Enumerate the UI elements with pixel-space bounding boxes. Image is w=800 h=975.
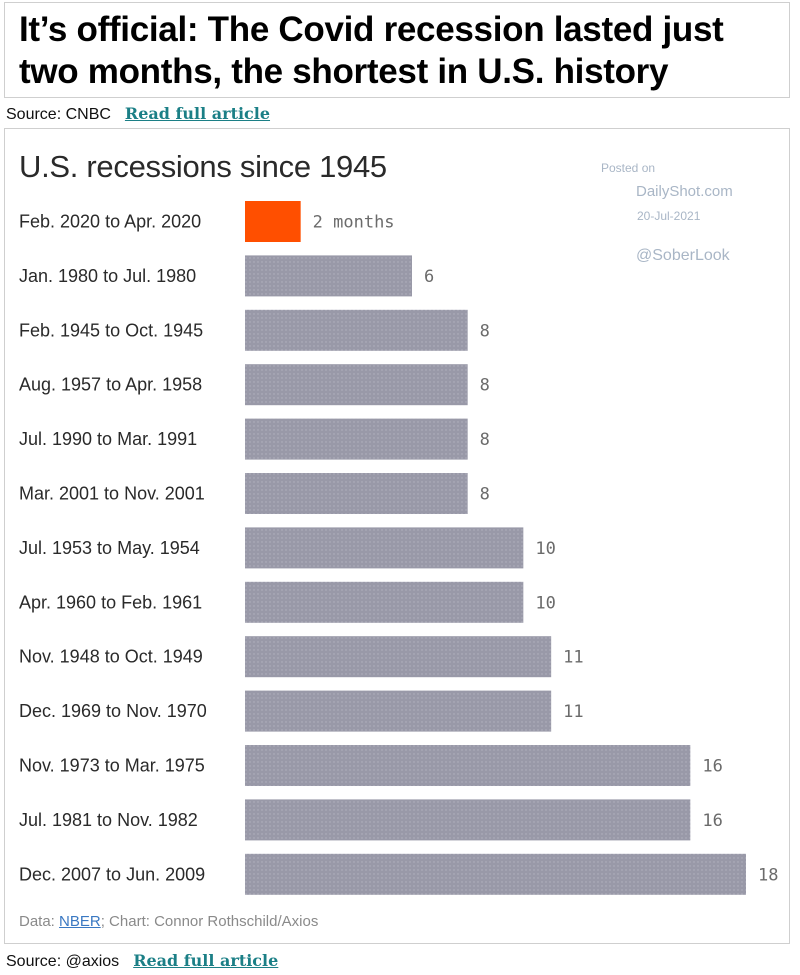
category-label: Dec. 2007 to Jun. 2009	[19, 864, 205, 884]
read-full-article-link-top[interactable]: Read full article	[124, 104, 271, 123]
category-label: Nov. 1948 to Oct. 1949	[19, 647, 203, 667]
bar-chart: Feb. 2020 to Apr. 2020 2 months Jan. 1980 …	[19, 201, 778, 895]
category-label: Feb. 1945 to Oct. 1945	[19, 320, 203, 340]
bar	[245, 636, 552, 678]
bar	[245, 581, 524, 623]
bar	[245, 799, 691, 841]
value-label: 10	[535, 539, 555, 559]
chart-title: U.S. recessions since 1945	[19, 149, 387, 184]
read-full-article-link-bottom[interactable]: Read full article	[133, 951, 279, 970]
watermark-handle: @SoberLook	[636, 247, 730, 264]
value-label: 11	[563, 702, 583, 722]
bar	[245, 309, 468, 351]
category-label: Mar. 2001 to Nov. 2001	[19, 484, 205, 504]
category-label: Jul. 1953 to May. 1954	[19, 538, 200, 558]
watermark-date: 20-Jul-2021	[637, 209, 701, 223]
category-label: Jul. 1981 to Nov. 1982	[19, 810, 198, 830]
category-label: Jan. 1980 to Jul. 1980	[19, 266, 196, 286]
value-label: 16	[702, 757, 722, 777]
value-label: 11	[563, 648, 583, 668]
source-bottom: Source: @axios Read full article	[6, 951, 278, 971]
headline-line-2: two months, the shortest in U.S. history	[19, 52, 669, 91]
source-top-label: Source: CNBC	[6, 106, 111, 123]
bar	[245, 364, 468, 406]
bar	[245, 527, 524, 569]
category-label: Nov. 1973 to Mar. 1975	[19, 756, 205, 776]
source-top: Source: CNBC Read full article	[6, 104, 270, 124]
watermark-posted: Posted on	[601, 161, 656, 175]
bar	[245, 473, 468, 514]
value-label: 16	[702, 811, 722, 831]
bar	[245, 418, 468, 460]
value-label: 8	[480, 485, 490, 505]
headline: It’s official: The Covid recession laste…	[19, 9, 789, 93]
watermark-site: DailyShot.com	[636, 183, 733, 200]
category-label: Aug. 1957 to Apr. 1958	[19, 375, 202, 395]
bar	[245, 690, 552, 732]
value-label: 8	[480, 376, 490, 396]
value-label: 6	[424, 267, 434, 287]
chart-card: U.S. recessions since 1945 Posted on Dai…	[4, 128, 790, 944]
category-label: Dec. 1969 to Nov. 1970	[19, 701, 207, 721]
value-label: 18	[758, 865, 778, 885]
value-label: 8	[480, 430, 490, 450]
chart-footer: Data: NBER; Chart: Connor Rothschild/Axi…	[19, 913, 318, 930]
category-label: Feb. 2020 to Apr. 2020	[19, 212, 201, 232]
source-bottom-label: Source: @axios	[6, 953, 120, 970]
category-label: Jul. 1990 to Mar. 1991	[19, 429, 197, 449]
category-label: Apr. 1960 to Feb. 1961	[19, 592, 202, 612]
footer-credit: ; Chart: Connor Rothschild/Axios	[100, 913, 319, 930]
bar-highlight	[245, 201, 301, 242]
headline-line-1: It’s official: The Covid recession laste…	[19, 10, 724, 49]
headline-box: It’s official: The Covid recession laste…	[4, 2, 790, 98]
bar	[245, 255, 412, 297]
footer-data-prefix: Data:	[19, 913, 60, 930]
nber-link[interactable]: NBER	[59, 913, 101, 930]
bar	[245, 853, 746, 895]
value-label: 10	[535, 593, 555, 613]
value-label: 2 months	[313, 213, 395, 233]
bar	[245, 745, 691, 786]
value-label: 8	[480, 321, 490, 341]
